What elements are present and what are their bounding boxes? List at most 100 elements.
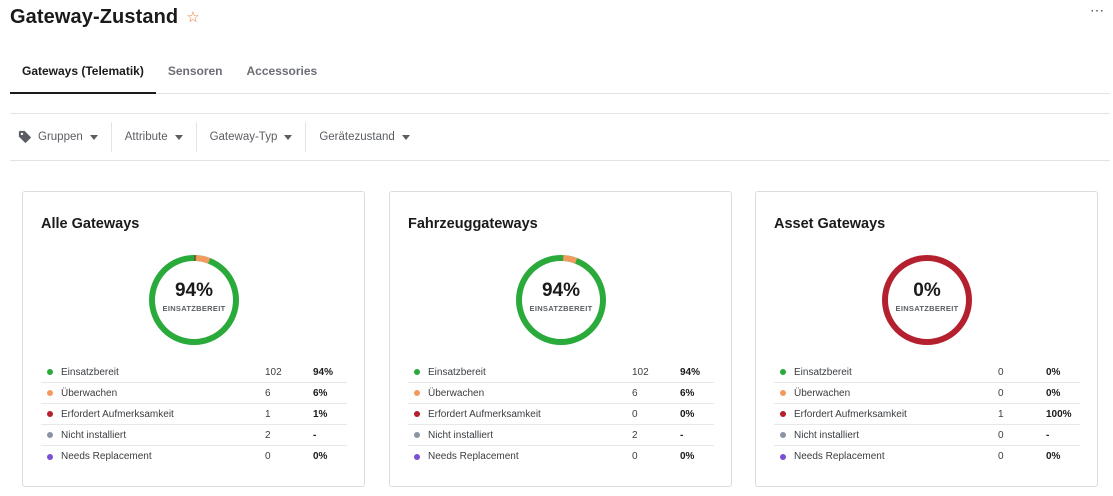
donut-segment-ueberwachen: [195, 255, 211, 264]
status-legend: Einsatzbereit 102 94% Überwachen 6 6% Erford…: [408, 362, 714, 467]
row-percent: 0%: [1046, 387, 1061, 399]
row-percent: -: [1046, 429, 1050, 441]
row-count: 2: [265, 429, 271, 441]
dot-nicht-installiert: [47, 432, 53, 438]
filter-bar: Gruppen Attribute Gateway-Typ Gerätezust…: [10, 113, 1110, 161]
dot-aufmerksamkeit: [47, 411, 53, 417]
legend-row: Einsatzbereit 102 94%: [41, 362, 347, 383]
tab-bar: Gateways (Telematik) Sensoren Accessorie…: [10, 52, 1110, 94]
legend-row: Erfordert Aufmerksamkeit 0 0%: [408, 404, 714, 425]
page-header: Gateway-Zustand ☆: [10, 4, 1103, 30]
donut-segment-einsatzbereit: [149, 255, 239, 345]
row-label: Einsatzbereit: [794, 366, 852, 378]
row-count: 0: [998, 366, 1004, 378]
tab-accessories[interactable]: Accessories: [246, 64, 318, 78]
donut-chart: 0% EINSATZBEREIT: [881, 254, 973, 346]
legend-row: Needs Replacement 0 0%: [774, 446, 1080, 467]
legend-row: Nicht installiert 2 -: [41, 425, 347, 446]
tag-icon: [18, 130, 32, 144]
filter-gateway-typ[interactable]: Gateway-Typ: [197, 122, 307, 152]
filter-geraetezustand[interactable]: Gerätezustand: [306, 122, 422, 152]
row-count: 0: [998, 387, 1004, 399]
donut-svg: [882, 255, 972, 345]
row-count: 0: [632, 451, 638, 462]
filter-attribute[interactable]: Attribute: [112, 122, 197, 152]
row-count: 0: [632, 408, 638, 420]
donut-label: EINSATZBEREIT: [162, 304, 226, 313]
legend-row: Einsatzbereit 102 94%: [408, 362, 714, 383]
tab-sensoren[interactable]: Sensoren: [167, 64, 223, 78]
row-count: 1: [998, 408, 1004, 420]
dot-needs-replacement: [414, 453, 420, 460]
row-percent: 0%: [313, 451, 328, 462]
legend-row: Nicht installiert 2 -: [408, 425, 714, 446]
row-label: Needs Replacement: [61, 451, 152, 462]
legend-row: Needs Replacement 0 0%: [41, 446, 347, 467]
filter-label: Gruppen: [38, 131, 83, 143]
row-label: Überwachen: [428, 387, 485, 399]
row-label: Nicht installiert: [428, 429, 494, 441]
row-label: Überwachen: [61, 387, 118, 399]
row-count: 102: [265, 366, 282, 378]
row-count: 102: [632, 366, 649, 378]
card-title: Asset Gateways: [774, 216, 886, 232]
dot-nicht-installiert: [414, 432, 420, 438]
dot-aufmerksamkeit: [780, 411, 786, 417]
dot-needs-replacement: [47, 453, 53, 460]
donut-segment-aufmerksamkeit: [882, 255, 972, 345]
row-percent: 0%: [680, 451, 695, 462]
card-title: Alle Gateways: [41, 216, 140, 232]
row-label: Erfordert Aufmerksamkeit: [794, 408, 907, 420]
row-percent: -: [680, 429, 684, 441]
legend-row: Erfordert Aufmerksamkeit 1 1%: [41, 404, 347, 425]
status-legend: Einsatzbereit 102 94% Überwachen 6 6% Erford…: [41, 362, 347, 467]
dot-einsatzbereit: [47, 369, 53, 375]
legend-row: Einsatzbereit 0 0%: [774, 362, 1080, 383]
caret-down-icon: [284, 134, 293, 140]
row-label: Nicht installiert: [794, 429, 860, 441]
row-percent: 94%: [680, 366, 701, 378]
donut-svg: [149, 255, 239, 345]
row-count: 0: [998, 451, 1004, 462]
row-label: Überwachen: [794, 387, 851, 399]
row-percent: 6%: [313, 387, 328, 399]
row-count: 1: [265, 408, 271, 420]
legend-row: Überwachen 6 6%: [41, 383, 347, 404]
donut-percent: 0%: [913, 280, 941, 301]
dot-nicht-installiert: [780, 432, 786, 438]
more-icon[interactable]: ⋯: [1090, 2, 1105, 18]
page-title: Gateway-Zustand: [10, 5, 179, 28]
donut-label: EINSATZBEREIT: [895, 304, 959, 313]
legend-row: Überwachen 0 0%: [774, 383, 1080, 404]
row-count: 2: [632, 429, 638, 441]
row-percent: 0%: [1046, 451, 1061, 462]
row-count: 6: [265, 387, 271, 399]
row-label: Needs Replacement: [794, 451, 885, 462]
row-label: Einsatzbereit: [428, 366, 486, 378]
donut-percent: 94%: [541, 280, 581, 301]
filter-label: Gerätezustand: [319, 131, 395, 143]
row-percent: 0%: [1046, 366, 1061, 378]
dot-einsatzbereit: [414, 369, 420, 375]
row-label: Erfordert Aufmerksamkeit: [61, 408, 174, 420]
status-legend: Einsatzbereit 0 0% Überwachen 0 0% Erfordert…: [774, 362, 1080, 467]
donut-segment-ueberwachen: [562, 255, 578, 264]
donut-segment-einsatzbereit: [516, 255, 606, 345]
dot-needs-replacement: [780, 453, 786, 460]
row-percent: 100%: [1046, 408, 1072, 420]
dot-ueberwachen: [414, 390, 420, 396]
dot-einsatzbereit: [780, 369, 786, 375]
row-count: 0: [998, 429, 1004, 441]
legend-row: Nicht installiert 0 -: [774, 425, 1080, 446]
row-label: Erfordert Aufmerksamkeit: [428, 408, 541, 420]
donut-label: EINSATZBEREIT: [529, 304, 593, 313]
star-icon[interactable]: ☆: [186, 8, 200, 26]
filter-gruppen[interactable]: Gruppen: [10, 122, 112, 152]
card-alle-gateways: Alle Gateways 94% EINSATZBEREIT Einsatzb…: [22, 191, 365, 487]
row-percent: 94%: [313, 366, 334, 378]
legend-row: Überwachen 6 6%: [408, 383, 714, 404]
tab-gateways-telematik[interactable]: Gateways (Telematik): [10, 52, 156, 94]
caret-down-icon: [401, 134, 410, 140]
row-label: Nicht installiert: [61, 429, 127, 441]
row-percent: 1%: [313, 408, 328, 420]
